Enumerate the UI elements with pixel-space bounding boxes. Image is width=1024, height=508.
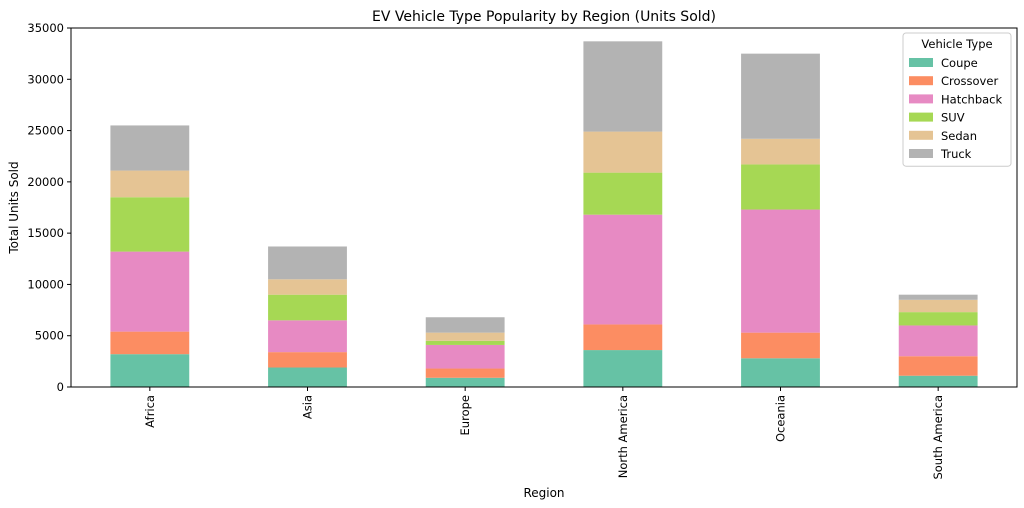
bar-south-america-truck	[898, 294, 978, 300]
legend: Vehicle Type Coupe Crossover Hatchback SUV S…	[902, 32, 1012, 167]
bar-asia-coupe	[268, 367, 347, 387]
y-tick-label: 30000	[27, 72, 64, 86]
y-tick-label: 15000	[27, 226, 64, 240]
bar-europe-suv	[425, 340, 505, 345]
bar-europe-truck	[425, 317, 505, 333]
bar-europe-coupe	[425, 377, 505, 387]
bar-oceania-crossover	[741, 332, 820, 359]
bar-europe-crossover	[425, 368, 505, 378]
bar-africa-coupe	[110, 354, 190, 387]
legend-swatch-crossover	[909, 76, 933, 86]
y-tick-label: 25000	[27, 124, 64, 138]
legend-swatch-hatchback	[909, 94, 933, 104]
legend-swatch-sedan	[909, 130, 933, 140]
bar-asia-sedan	[268, 279, 347, 295]
bar-south-america-sedan	[898, 299, 978, 313]
legend-swatch-coupe	[909, 58, 933, 67]
x-tick-label: North America	[616, 395, 630, 478]
bar-south-america-crossover	[898, 356, 978, 376]
legend-label-coupe: Coupe	[941, 56, 978, 70]
bar-north-america-truck	[583, 41, 663, 132]
legend-swatch-suv	[909, 112, 933, 122]
bar-north-america-suv	[583, 172, 663, 215]
bar-asia-crossover	[268, 352, 347, 368]
y-tick-label: 0	[57, 380, 64, 394]
x-tick-label: Asia	[301, 395, 315, 419]
x-tick-label: Europe	[458, 395, 472, 435]
bar-north-america-sedan	[583, 131, 663, 173]
x-tick-label: Africa	[143, 395, 157, 428]
bar-africa-sedan	[110, 170, 190, 198]
x-axis-title: Region	[523, 486, 564, 500]
bar-asia-suv	[268, 294, 347, 321]
bar-oceania-truck	[741, 53, 820, 139]
bar-europe-sedan	[425, 332, 505, 341]
bar-africa-hatchback	[110, 251, 190, 332]
bar-africa-suv	[110, 197, 190, 252]
bar-oceania-hatchback	[741, 209, 820, 333]
chart-title: EV Vehicle Type Popularity by Region (Un…	[372, 9, 716, 25]
x-tick-label: Oceania	[774, 395, 788, 442]
legend-title: Vehicle Type	[921, 37, 992, 51]
legend-label-truck: Truck	[940, 147, 972, 161]
legend-label-sedan: Sedan	[941, 129, 977, 143]
legend-swatch-truck	[909, 149, 933, 158]
bar-africa-crossover	[110, 331, 190, 355]
bar-south-america-coupe	[898, 375, 978, 387]
bar-north-america-hatchback	[583, 214, 663, 325]
bar-africa-truck	[110, 125, 190, 171]
legend-label-suv: SUV	[941, 111, 965, 125]
bar-oceania-coupe	[741, 358, 820, 387]
plot-frame	[70, 27, 1018, 388]
x-tick-label: South America	[931, 395, 945, 480]
bar-oceania-suv	[741, 164, 820, 210]
bar-north-america-crossover	[583, 324, 663, 351]
bar-asia-truck	[268, 246, 347, 280]
y-axis-title: Total Units Sold	[7, 161, 21, 254]
bar-europe-hatchback	[425, 344, 505, 369]
legend-label-crossover: Crossover	[941, 74, 998, 88]
bar-oceania-sedan	[741, 138, 820, 165]
bar-asia-hatchback	[268, 320, 347, 353]
legend-label-hatchback: Hatchback	[941, 92, 1002, 106]
y-tick-label: 20000	[27, 175, 64, 189]
bar-south-america-suv	[898, 312, 978, 326]
bar-north-america-coupe	[583, 350, 663, 387]
y-tick-label: 35000	[27, 21, 64, 35]
plot-area: 0 5000 10000 15000 20000 25000 30000 35000 Afric…	[27, 21, 1018, 480]
y-tick-label: 10000	[27, 277, 64, 291]
y-tick-label: 5000	[35, 329, 64, 343]
bar-south-america-hatchback	[898, 325, 978, 357]
